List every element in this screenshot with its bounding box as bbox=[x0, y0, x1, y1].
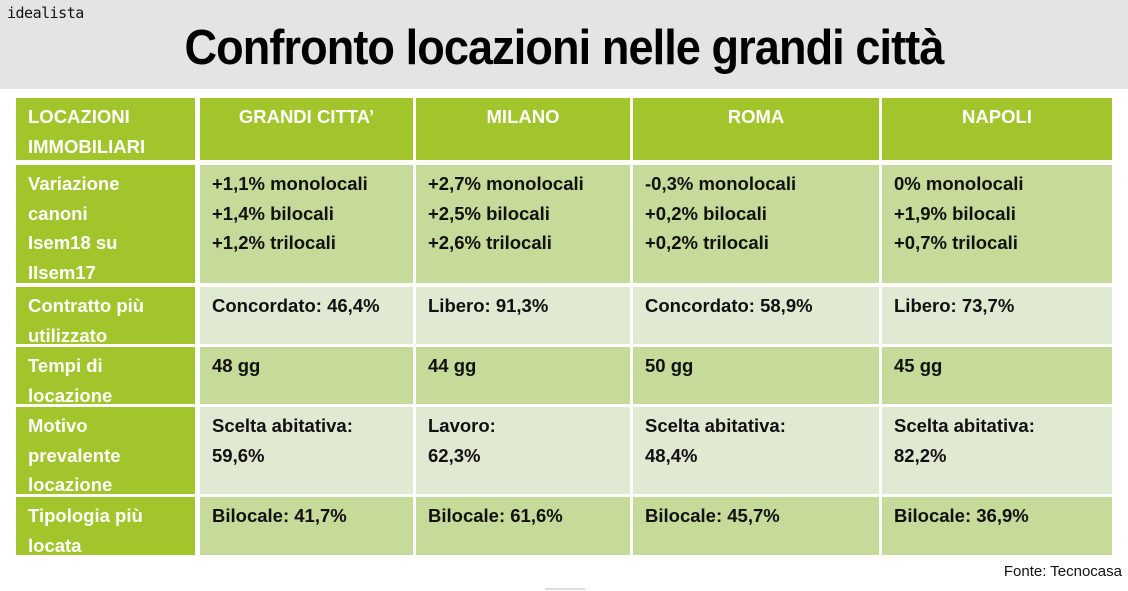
cell-line: Scelta abitativa: bbox=[212, 415, 353, 436]
header-roma: ROMA bbox=[633, 98, 879, 160]
cell-line: +0,2% trilocali bbox=[645, 232, 769, 253]
cell-line: +0,7% trilocali bbox=[894, 232, 1018, 253]
cell-line: Bilocale: 45,7% bbox=[645, 505, 780, 526]
cell-line: +1,4% bilocali bbox=[212, 202, 334, 224]
row-label-line: locazione bbox=[28, 384, 113, 406]
cell-line: Libero: 91,3% bbox=[428, 295, 549, 316]
header-corner-line: IMMOBILIARI bbox=[28, 135, 146, 157]
cell-variazione-napoli: 0% monolocali +1,9% bilocali +0,7% trilo… bbox=[882, 165, 1112, 283]
row-label-line: Motivo bbox=[28, 415, 88, 436]
row-label-line: Variazione bbox=[28, 173, 120, 194]
cell-line: Concordato: 46,4% bbox=[212, 295, 380, 316]
cell-tipologia-napoli: Bilocale: 36,9% bbox=[882, 497, 1112, 555]
cell-line: +1,9% bilocali bbox=[894, 202, 1016, 224]
cell-motivo-grandi-citta: Scelta abitativa: 59,6% bbox=[200, 407, 413, 494]
cell-motivo-roma: Scelta abitativa: 48,4% bbox=[633, 407, 879, 494]
row-label-motivo: Motivo prevalente locazione bbox=[16, 407, 195, 495]
cell-tipologia-roma: Bilocale: 45,7% bbox=[633, 497, 879, 555]
cell-variazione-grandi-citta: +1,1% monolocali +1,4% bilocali +1,2% tr… bbox=[200, 165, 413, 283]
cell-line: +2,7% monolocali bbox=[428, 173, 584, 194]
row-label-line: locata bbox=[28, 534, 82, 556]
cell-line: 48,4% bbox=[645, 444, 698, 466]
cell-tempi-milano: 44 gg bbox=[416, 347, 630, 404]
cell-line: 48 gg bbox=[212, 355, 261, 376]
row-label-line: Isem18 su bbox=[28, 232, 118, 253]
cell-tempi-napoli: 45 gg bbox=[882, 347, 1112, 404]
cell-line: 45 gg bbox=[894, 355, 943, 376]
row-label-line: locazione bbox=[28, 474, 113, 495]
header-corner-line: LOCAZIONI bbox=[28, 106, 130, 127]
cell-line: -0,3% monolocali bbox=[645, 173, 797, 194]
cell-line: 0% monolocali bbox=[894, 173, 1024, 194]
decorative-divider bbox=[545, 588, 585, 590]
cell-tipologia-grandi-citta: Bilocale: 41,7% bbox=[200, 497, 413, 555]
row-label-line: utilizzato bbox=[28, 324, 108, 346]
cell-line: Scelta abitativa: bbox=[645, 415, 786, 436]
header-milano: MILANO bbox=[416, 98, 630, 160]
cell-line: Bilocale: 61,6% bbox=[428, 505, 563, 526]
cell-line: Scelta abitativa: bbox=[894, 415, 1035, 436]
cell-line: +1,1% monolocali bbox=[212, 173, 368, 194]
page-title: Confronto locazioni nelle grandi città bbox=[184, 21, 945, 75]
row-label-tipologia: Tipologia più locata bbox=[16, 497, 195, 556]
header-grandi-citta: GRANDI CITTA’ bbox=[200, 98, 413, 160]
cell-motivo-napoli: Scelta abitativa: 82,2% bbox=[882, 407, 1112, 494]
row-label-line: canoni bbox=[28, 202, 88, 224]
row-label-line: IIsem17 bbox=[28, 261, 96, 283]
row-label-contratto: Contratto più utilizzato bbox=[16, 287, 195, 346]
cell-contratto-napoli: Libero: 73,7% bbox=[882, 287, 1112, 344]
row-label-tempi: Tempi di locazione bbox=[16, 347, 195, 406]
cell-contratto-milano: Libero: 91,3% bbox=[416, 287, 630, 344]
cell-line: Libero: 73,7% bbox=[894, 295, 1015, 316]
comparison-table: LOCAZIONI IMMOBILIARI GRANDI CITTA’ MILA… bbox=[16, 98, 1112, 556]
header-corner: LOCAZIONI IMMOBILIARI bbox=[16, 98, 195, 160]
cell-tempi-grandi-citta: 48 gg bbox=[200, 347, 413, 404]
cell-variazione-milano: +2,7% monolocali +2,5% bilocali +2,6% tr… bbox=[416, 165, 630, 283]
idealista-logo: idealista bbox=[7, 4, 84, 22]
header-napoli: NAPOLI bbox=[882, 98, 1112, 160]
cell-tempi-roma: 50 gg bbox=[633, 347, 879, 404]
title-banner: idealista Confronto locazioni nelle gran… bbox=[0, 0, 1128, 89]
cell-line: 44 gg bbox=[428, 355, 477, 376]
cell-variazione-roma: -0,3% monolocali +0,2% bilocali +0,2% tr… bbox=[633, 165, 879, 283]
row-label-line: prevalente bbox=[28, 444, 121, 466]
cell-line: 82,2% bbox=[894, 444, 947, 466]
cell-contratto-grandi-citta: Concordato: 46,4% bbox=[200, 287, 413, 344]
cell-line: 62,3% bbox=[428, 444, 481, 466]
cell-tipologia-milano: Bilocale: 61,6% bbox=[416, 497, 630, 555]
cell-line: +2,6% trilocali bbox=[428, 232, 552, 253]
row-label-variazione-canoni: Variazione canoni Isem18 su IIsem17 bbox=[16, 165, 195, 283]
source-caption: Fonte: Tecnocasa bbox=[1003, 563, 1122, 580]
cell-line: Bilocale: 36,9% bbox=[894, 505, 1029, 526]
row-label-line: Tipologia più bbox=[28, 505, 143, 526]
cell-line: +0,2% bilocali bbox=[645, 202, 767, 224]
row-label-line: Tempi di bbox=[28, 355, 103, 376]
cell-line: Concordato: 58,9% bbox=[645, 295, 813, 316]
cell-line: Bilocale: 41,7% bbox=[212, 505, 347, 526]
cell-motivo-milano: Lavoro: 62,3% bbox=[416, 407, 630, 494]
cell-line: +2,5% bilocali bbox=[428, 202, 550, 224]
cell-line: Lavoro: bbox=[428, 415, 496, 436]
cell-line: 50 gg bbox=[645, 355, 694, 376]
cell-line: +1,2% trilocali bbox=[212, 232, 336, 253]
cell-contratto-roma: Concordato: 58,9% bbox=[633, 287, 879, 344]
row-label-line: Contratto più bbox=[28, 295, 145, 316]
cell-line: 59,6% bbox=[212, 444, 265, 466]
